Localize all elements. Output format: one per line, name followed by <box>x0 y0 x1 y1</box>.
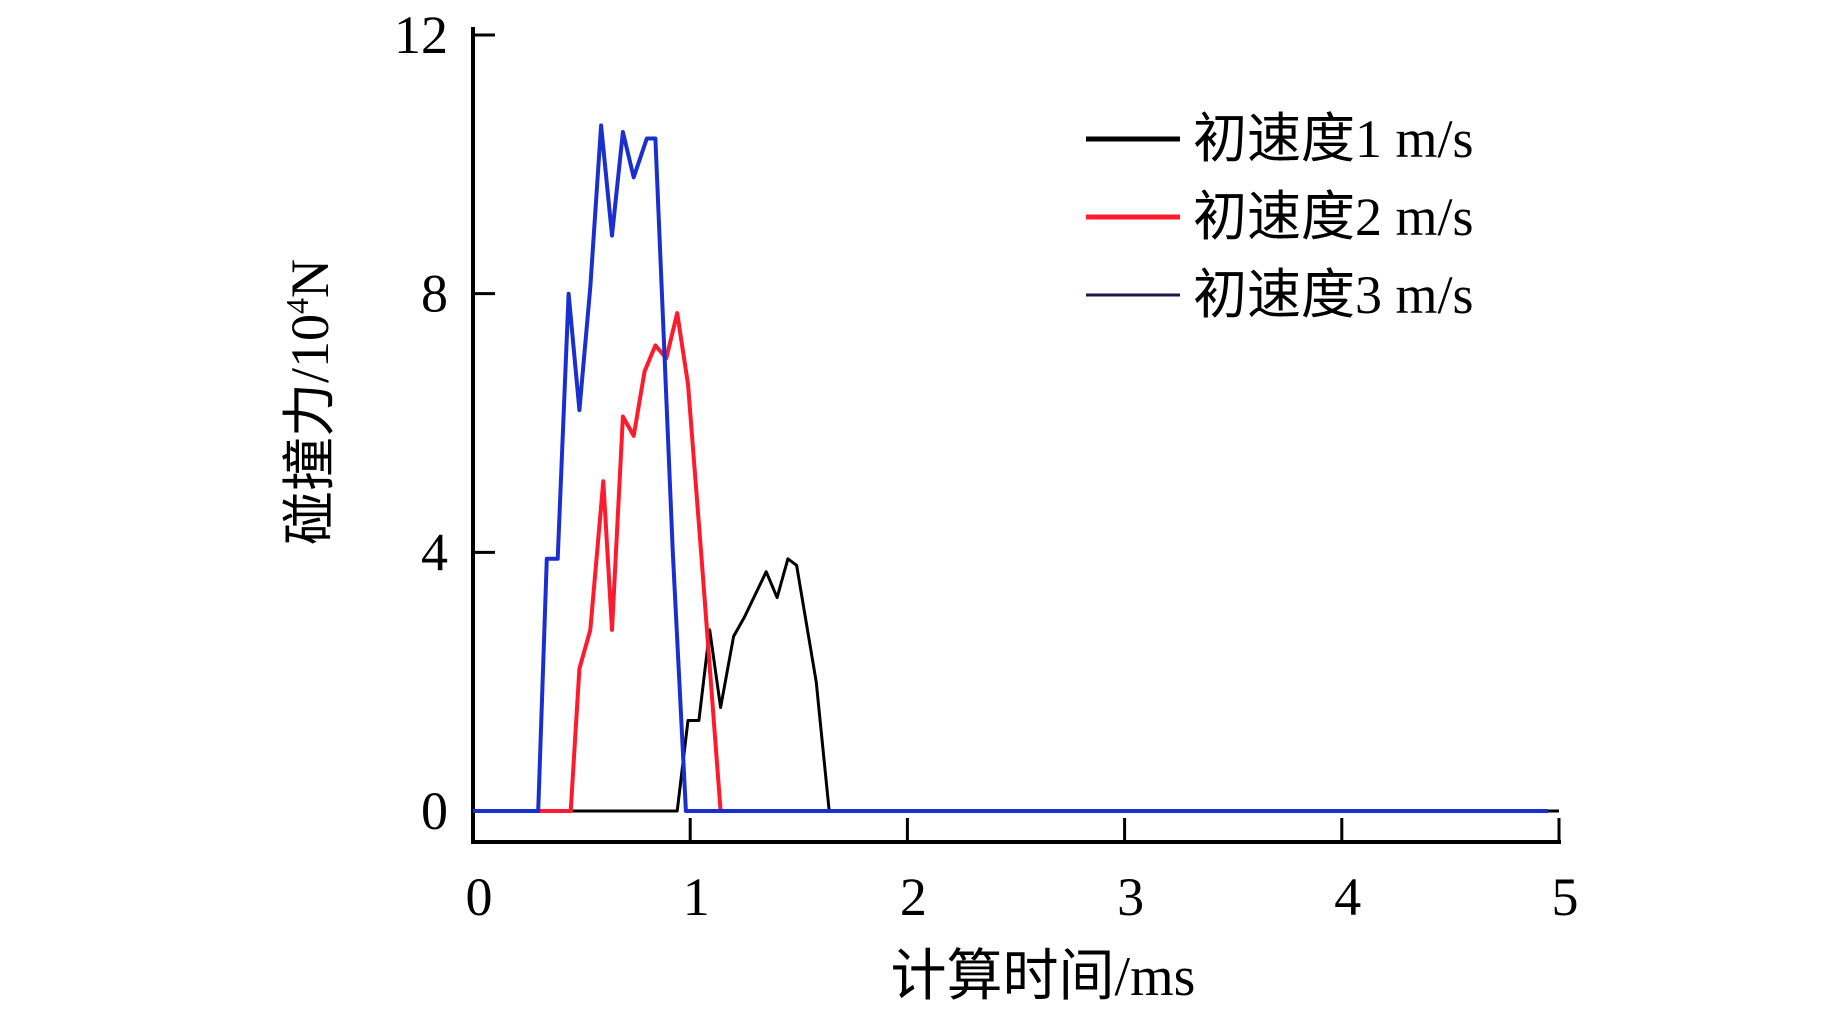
x-tick-label: 3 <box>1117 867 1144 927</box>
x-tick-label: 4 <box>1334 867 1361 927</box>
x-tick-label: 1 <box>683 867 710 927</box>
x-tick-label: 5 <box>1552 867 1579 927</box>
y-axis-label-main: 碰撞力/10 <box>280 314 340 545</box>
x-tick-label: 0 <box>466 867 493 927</box>
series-line-2 <box>538 311 723 813</box>
x-tick-label: 2 <box>900 867 927 927</box>
y-tick-label: 4 <box>421 522 448 582</box>
y-tick-label: 8 <box>421 264 448 324</box>
y-axis-label-exponent: 4 <box>279 298 315 314</box>
legend-label-3: 初速度3 m/s <box>1193 265 1474 325</box>
series-lines <box>473 123 1559 813</box>
x-axis-label: 计算时间/ms <box>891 946 1196 1008</box>
series-line-1 <box>473 557 1559 813</box>
y-tick-label: 12 <box>394 5 448 65</box>
y-axis-label-unit: N <box>280 259 340 298</box>
series-line-3 <box>473 123 1549 813</box>
y-axis-label: 碰撞力/104N <box>279 259 340 545</box>
y-tick-label: 0 <box>421 781 448 841</box>
legend-label-1: 初速度1 m/s <box>1193 109 1474 169</box>
legend: 初速度1 m/s 初速度2 m/s 初速度3 m/s <box>1086 109 1474 325</box>
legend-label-2: 初速度2 m/s <box>1193 187 1474 247</box>
